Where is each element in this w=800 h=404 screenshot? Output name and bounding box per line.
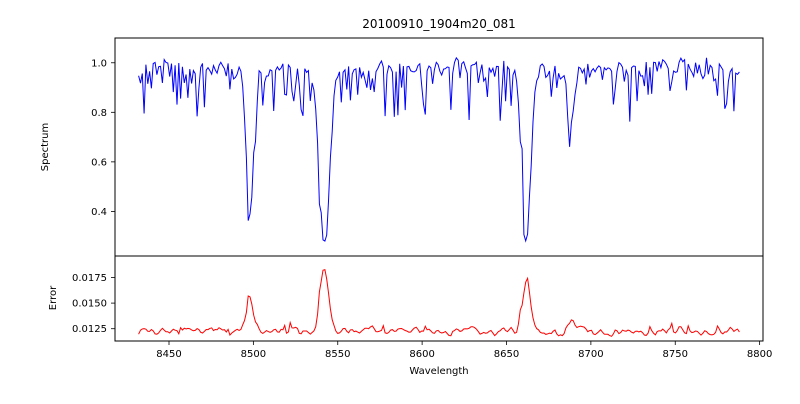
x-tick-label: 8450 [156, 349, 181, 360]
error-line [138, 268, 740, 337]
error-panel [114, 255, 764, 342]
x-tick-label: 8550 [325, 349, 350, 360]
x-tick-label: 8600 [409, 349, 434, 360]
spectrum-y-tick-label: 0.4 [91, 207, 107, 218]
error-y-tick-label: 0.0175 [72, 273, 107, 284]
error-y-tick-label: 0.0150 [72, 299, 107, 310]
spectrum-line [138, 56, 740, 243]
x-tick-label: 8650 [494, 349, 519, 360]
spectrum-y-axis-ticks: 0.4 0.6 0.8 1.0 [91, 58, 115, 218]
error-y-axis-label: Error [48, 285, 59, 310]
x-axis-ticks: 8450 8500 8550 8600 8650 8700 8750 8800 [156, 341, 772, 360]
x-axis-label: Wavelength [409, 366, 468, 377]
x-tick-label: 8800 [747, 349, 772, 360]
error-y-tick-label: 0.0125 [72, 324, 107, 335]
error-y-axis-ticks: 0.0125 0.0150 0.0175 [72, 273, 115, 335]
x-tick-label: 8700 [578, 349, 603, 360]
x-tick-label: 8750 [663, 349, 688, 360]
spectrum-y-tick-label: 0.6 [91, 157, 107, 168]
spectrum-y-tick-label: 0.8 [91, 108, 107, 119]
chart-title: 20100910_1904m20_081 [362, 17, 515, 31]
x-tick-label: 8500 [241, 349, 266, 360]
spectrum-y-tick-label: 1.0 [91, 58, 107, 69]
spectrum-y-axis-label: Spectrum [40, 123, 51, 171]
